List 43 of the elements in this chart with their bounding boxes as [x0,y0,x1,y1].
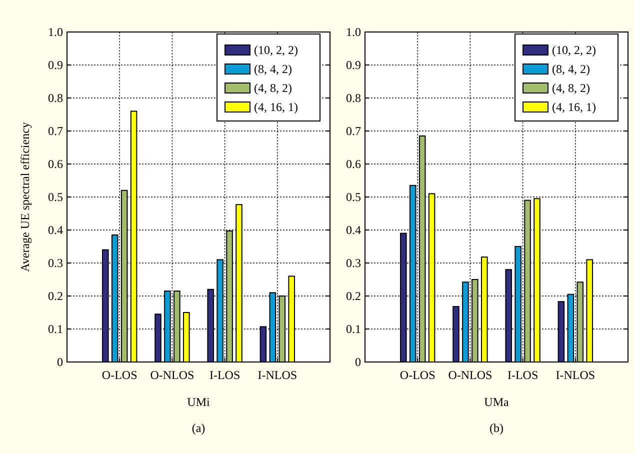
x-axis-title: UMi [187,395,210,409]
text: (a) [192,421,206,435]
y-tick-label: 0.4 [346,223,361,238]
y-tick-label: 0.6 [346,157,361,172]
text: (b) [490,421,504,435]
x-tick-label: O-LOS [400,368,436,382]
x-tick-label: O-NLOS [150,368,194,382]
y-tick-label: 0.6 [48,157,63,172]
legend-label: (10, 2, 2) [254,43,298,58]
y-tick-label: 0 [355,355,361,370]
legend-label: (4, 16, 1) [254,100,298,114]
legend-label: (8, 4, 2) [552,62,590,76]
y-tick-label: 0.8 [346,91,361,106]
y-tick-label: 0.2 [48,289,63,304]
x-tick-label: I-NLOS [258,368,298,382]
y-tick-label: 0.3 [346,256,361,270]
x-tick-label: O-NLOS [448,368,492,382]
legend-label: (4, 16, 1) [552,100,596,114]
y-tick-label: 0.9 [346,58,361,72]
y-tick-label: 0 [57,355,63,370]
y-tick-label: 1.0 [346,25,361,40]
y-tick-label: 1.0 [48,25,63,40]
y-tick-label: 0.7 [48,124,63,138]
legend-label: (8, 4, 2) [254,62,292,76]
x-axis-title: UMa [484,395,510,409]
y-tick-label: 0.1 [346,322,361,336]
y-axis-title: Average UE spectral efficiency [18,122,32,272]
y-tick-label: 0.2 [346,289,361,304]
y-tick-label: 0.3 [48,256,63,270]
x-tick-label: I-LOS [209,368,240,382]
legend-label: (4, 8, 2) [254,81,292,96]
y-tick-label: 0.5 [346,190,361,204]
y-tick-label: 0.7 [346,124,361,138]
y-tick-label: 0.9 [48,58,63,72]
y-tick-label: 0.8 [48,91,63,106]
x-tick-label: I-NLOS [556,368,596,382]
x-tick-label: I-LOS [507,368,538,382]
legend-label: (4, 8, 2) [552,81,590,96]
y-tick-label: 0.4 [48,223,63,238]
y-tick-label: 0.5 [48,190,63,204]
legend-label: (10, 2, 2) [552,43,596,58]
x-tick-label: O-LOS [102,368,138,382]
y-tick-label: 0.1 [48,322,63,336]
